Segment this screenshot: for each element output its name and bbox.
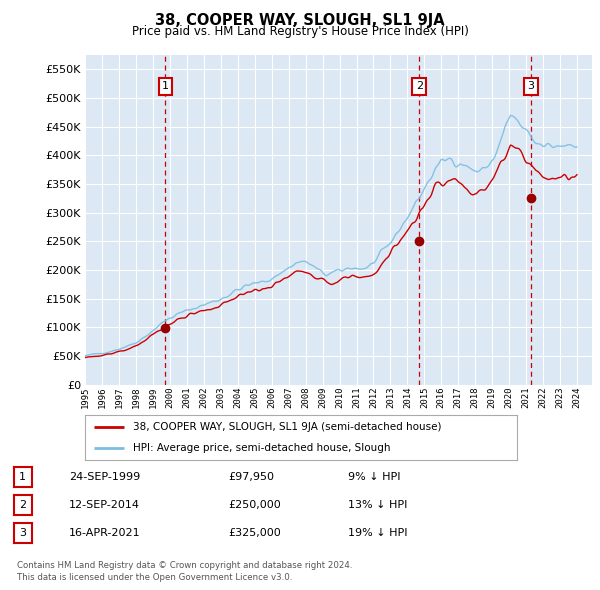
Text: 3: 3 [527,81,535,91]
Text: £325,000: £325,000 [228,528,281,538]
Text: 3: 3 [19,528,26,538]
Text: 2: 2 [19,500,26,510]
Text: 19% ↓ HPI: 19% ↓ HPI [348,528,407,538]
Text: HPI: Average price, semi-detached house, Slough: HPI: Average price, semi-detached house,… [133,443,390,453]
Text: 24-SEP-1999: 24-SEP-1999 [69,472,140,482]
Text: 16-APR-2021: 16-APR-2021 [69,528,140,538]
Text: Price paid vs. HM Land Registry's House Price Index (HPI): Price paid vs. HM Land Registry's House … [131,25,469,38]
Text: 38, COOPER WAY, SLOUGH, SL1 9JA: 38, COOPER WAY, SLOUGH, SL1 9JA [155,13,445,28]
Text: 1: 1 [162,81,169,91]
Text: £250,000: £250,000 [228,500,281,510]
Text: Contains HM Land Registry data © Crown copyright and database right 2024.: Contains HM Land Registry data © Crown c… [17,561,352,570]
Text: 2: 2 [416,81,423,91]
Text: £97,950: £97,950 [228,472,274,482]
Text: 12-SEP-2014: 12-SEP-2014 [69,500,140,510]
Text: 38, COOPER WAY, SLOUGH, SL1 9JA (semi-detached house): 38, COOPER WAY, SLOUGH, SL1 9JA (semi-de… [133,422,441,432]
Text: 1: 1 [19,472,26,482]
Text: 9% ↓ HPI: 9% ↓ HPI [348,472,401,482]
Text: 13% ↓ HPI: 13% ↓ HPI [348,500,407,510]
Text: This data is licensed under the Open Government Licence v3.0.: This data is licensed under the Open Gov… [17,573,292,582]
